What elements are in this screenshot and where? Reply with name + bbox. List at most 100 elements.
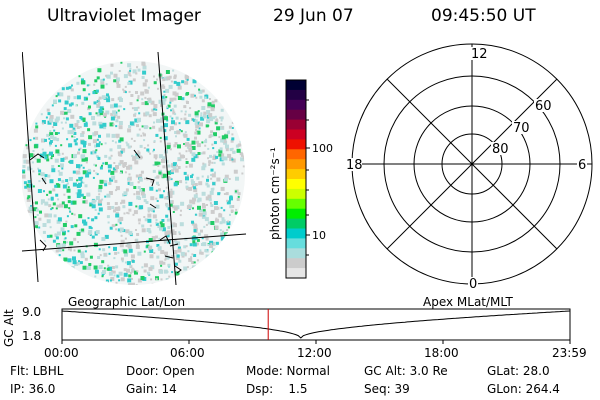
aurora-pixel — [73, 249, 76, 252]
aurora-pixel — [237, 195, 240, 198]
aurora-pixel — [197, 205, 201, 210]
aurora-pixel — [219, 116, 222, 119]
aurora-pixel — [161, 219, 165, 222]
aurora-pixel — [66, 138, 69, 141]
aurora-pixel — [199, 209, 203, 213]
aurora-pixel — [78, 148, 81, 151]
aurora-pixel — [220, 119, 223, 122]
aurora-pixel — [128, 283, 133, 285]
aurora-pixel — [181, 97, 185, 101]
aurora-pixel — [27, 180, 31, 184]
aurora-pixel — [194, 119, 198, 123]
aurora-pixel — [109, 148, 113, 152]
aurora-pixel — [48, 153, 51, 156]
aurora-pixel — [98, 184, 103, 189]
aurora-pixel — [104, 115, 107, 118]
aurora-pixel — [208, 135, 212, 139]
aurora-pixel — [178, 231, 181, 234]
aurora-pixel — [203, 225, 206, 228]
aurora-pixel — [174, 92, 179, 97]
aurora-pixel — [153, 104, 158, 108]
aurora-pixel — [102, 78, 105, 81]
aurora-pixel — [153, 108, 156, 111]
aurora-pixel — [72, 200, 77, 205]
aurora-pixel — [205, 254, 210, 259]
aurora-pixel — [212, 116, 216, 120]
aurora-pixel — [110, 170, 115, 175]
aurora-pixel — [61, 152, 64, 155]
aurora-pixel — [105, 110, 110, 115]
aurora-pixel — [106, 98, 111, 103]
aurora-pixel — [176, 241, 181, 246]
aurora-pixel — [185, 100, 188, 103]
aurora-pixel — [82, 219, 86, 224]
aurora-pixel — [157, 225, 161, 228]
aurora-pixel — [113, 257, 116, 260]
aurora-pixel — [160, 223, 165, 228]
aurora-pixel — [151, 108, 155, 112]
aurora-pixel — [54, 144, 57, 147]
aurora-pixel — [170, 109, 173, 112]
aurora-pixel — [47, 174, 51, 178]
aurora-pixel — [82, 117, 86, 121]
aurora-pixel — [127, 278, 132, 283]
aurora-pixel — [159, 136, 162, 139]
aurora-pixel — [127, 82, 131, 85]
aurora-pixel — [37, 189, 42, 193]
aurora-pixel — [98, 96, 102, 100]
aurora-pixel — [201, 191, 206, 196]
aurora-pixel — [178, 233, 181, 235]
aurora-pixel — [122, 166, 125, 168]
aurora-pixel — [128, 208, 132, 212]
aurora-pixel — [161, 95, 165, 99]
aurora-pixel — [156, 255, 160, 259]
uv-image-panel — [22, 52, 247, 286]
aurora-pixel — [134, 239, 137, 242]
aurora-pixel — [230, 139, 234, 143]
aurora-pixel — [106, 281, 108, 283]
aurora-pixel — [98, 141, 101, 144]
aurora-pixel — [97, 156, 101, 160]
aurora-pixel — [214, 115, 217, 118]
aurora-pixel — [81, 154, 86, 159]
aurora-pixel — [23, 181, 27, 185]
aurora-pixel — [55, 249, 59, 253]
aurora-pixel — [63, 240, 66, 244]
aurora-pixel — [79, 147, 82, 150]
aurora-pixel — [143, 269, 147, 273]
aurora-pixel — [210, 174, 213, 176]
aurora-pixel — [159, 269, 163, 274]
aurora-pixel — [131, 107, 134, 110]
aurora-pixel — [185, 176, 189, 181]
aurora-pixel — [217, 192, 221, 196]
aurora-pixel — [135, 72, 138, 75]
aurora-pixel — [146, 244, 150, 248]
aurora-pixel — [154, 176, 157, 179]
aurora-pixel — [168, 275, 171, 278]
aurora-pixel — [184, 80, 189, 85]
aurora-pixel — [80, 133, 85, 137]
aurora-pixel — [96, 143, 100, 148]
aurora-pixel — [118, 154, 120, 157]
lat-label-60: 60 — [535, 99, 552, 114]
aurora-pixel — [136, 133, 140, 137]
aurora-pixel — [96, 112, 101, 117]
colorbar-swatch — [286, 179, 306, 190]
aurora-pixel — [111, 270, 114, 272]
aurora-pixel — [70, 114, 75, 119]
aurora-pixel — [159, 118, 164, 123]
aurora-pixel — [160, 104, 163, 107]
aurora-pixel — [64, 111, 68, 115]
aurora-pixel — [192, 79, 197, 84]
aurora-pixel — [34, 221, 39, 226]
aurora-pixel — [165, 70, 170, 74]
aurora-pixel — [175, 255, 180, 260]
aurora-pixel — [200, 112, 203, 115]
aurora-pixel — [88, 263, 92, 266]
aurora-pixel — [158, 154, 163, 159]
aurora-pixel — [144, 218, 148, 222]
aurora-pixel — [236, 198, 240, 201]
aurora-pixel — [93, 169, 96, 172]
aurora-pixel — [115, 133, 120, 138]
